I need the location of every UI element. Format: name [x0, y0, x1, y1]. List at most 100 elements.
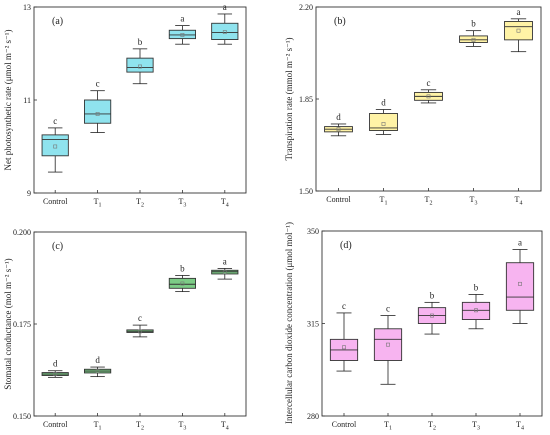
x-tick-label: T2 [428, 420, 436, 432]
significance-letter: b [430, 290, 435, 300]
significance-letter: d [95, 355, 100, 365]
mean-marker [426, 94, 431, 99]
significance-letter: b [471, 19, 476, 29]
significance-letter: c [427, 78, 431, 88]
y-tick-label: 1.50 [299, 187, 313, 196]
significance-letter: b [180, 263, 185, 273]
panel-label: (c) [52, 241, 63, 252]
y-tick-label: 1.85 [299, 95, 313, 104]
chart-panel-3: 0.150 0.175 0.200 Control T1 T2 T3 T4 Stomatal c… [3, 228, 247, 432]
chart-panel-1: 9 11 13 Control T1 T2 T3 T4 Net photosynthetic r… [3, 2, 247, 209]
mean-marker [222, 30, 227, 35]
x-tick-label: Control [43, 420, 68, 429]
mean-marker [222, 270, 227, 275]
significance-letter: a [518, 238, 522, 248]
x-tick-label: T4 [221, 420, 229, 432]
box-t4: a [211, 2, 239, 45]
y-axis-label: Net photosynthetic rate (μmol m⁻² s⁻¹) [3, 30, 13, 171]
significance-letter: d [53, 359, 58, 369]
x-tick-label: T2 [136, 420, 144, 432]
panel-label: (a) [52, 16, 63, 27]
mean-marker [516, 28, 521, 33]
chart-panel-2: 1.50 1.85 2.20 Control T1 T2 T3 T4 Transpiration… [284, 3, 542, 207]
mean-marker [95, 112, 100, 116]
x-tick-label: T3 [178, 420, 186, 432]
x-tick-label: T1 [94, 197, 102, 209]
significance-letter: c [386, 304, 390, 314]
significance-letter: b [138, 37, 143, 47]
x-tick-label: T1 [94, 420, 102, 432]
box-t2: b [417, 290, 447, 335]
significance-letter: c [53, 116, 57, 126]
box-control: d [324, 112, 353, 137]
y-tick-label: 2.20 [299, 3, 313, 12]
mean-marker [430, 313, 434, 318]
significance-letter: d [336, 112, 341, 122]
mean-marker [95, 369, 100, 374]
significance-letter: c [138, 313, 142, 323]
box-t3: a [168, 14, 196, 45]
box-control: c [329, 301, 359, 372]
panel-label: (b) [334, 16, 346, 27]
y-tick-label: 315 [307, 320, 319, 329]
mean-marker [386, 342, 390, 347]
box-t1: d [84, 355, 112, 378]
box-t3: b [168, 263, 196, 293]
x-tick-label: T2 [425, 195, 433, 207]
box-control: c [41, 116, 69, 173]
mean-marker [342, 345, 346, 350]
mean-marker [336, 127, 341, 132]
x-tick-label: T3 [472, 420, 480, 432]
mean-marker [53, 144, 58, 149]
y-tick-label: 0.175 [13, 320, 31, 329]
mean-marker [180, 32, 185, 37]
box-t4: a [505, 238, 535, 324]
y-tick-label: 0.200 [13, 228, 31, 237]
significance-letter: a [223, 2, 227, 12]
mean-marker [381, 122, 386, 126]
x-tick-label: T3 [178, 197, 186, 209]
significance-letter: a [180, 14, 184, 24]
mean-marker [53, 372, 58, 376]
box-t1: d [369, 98, 398, 135]
x-tick-label: Control [332, 420, 357, 429]
mean-marker [474, 308, 478, 313]
x-tick-label: Control [326, 195, 351, 204]
box-t4: a [504, 7, 533, 53]
iqr-box [459, 35, 488, 43]
significance-letter: c [342, 301, 346, 311]
mean-marker [138, 64, 142, 69]
y-tick-label: 13 [23, 3, 31, 12]
y-tick-label: 11 [23, 96, 31, 105]
y-tick-label: 0.150 [13, 412, 31, 421]
significance-letter: d [381, 98, 386, 108]
x-tick-label: T2 [136, 197, 144, 209]
mean-marker [471, 37, 476, 42]
plot-frame [33, 231, 247, 417]
iqr-box [84, 99, 112, 124]
iqr-box [461, 301, 491, 320]
iqr-box [41, 134, 69, 157]
x-tick-label: T4 [221, 197, 229, 209]
mean-marker [180, 281, 185, 286]
x-tick-label: T3 [470, 195, 478, 207]
box-t3: b [459, 19, 488, 47]
y-axis-label: Stomatal conductance (mol m⁻² s⁻¹) [3, 258, 13, 389]
box-t1: c [373, 304, 403, 385]
box-t2: c [126, 313, 154, 338]
x-tick-label: T1 [384, 420, 392, 432]
chart-panel-4: 280 315 350 Control T1 T2 T3 T4 Intercellular ca… [284, 222, 543, 432]
box-t2: c [414, 78, 443, 104]
x-tick-label: Control [43, 197, 68, 206]
box-t2: b [126, 37, 154, 85]
box-control: d [41, 359, 69, 378]
panel-label: (d) [340, 240, 352, 251]
y-tick-label: 9 [27, 189, 31, 198]
y-axis-label: Transpiration rate (mmol m⁻² s⁻¹) [284, 37, 294, 160]
box-t4: a [211, 256, 239, 280]
y-tick-label: 280 [307, 412, 319, 421]
significance-letter: c [96, 79, 100, 89]
significance-letter: a [517, 7, 521, 17]
iqr-box [211, 22, 239, 40]
